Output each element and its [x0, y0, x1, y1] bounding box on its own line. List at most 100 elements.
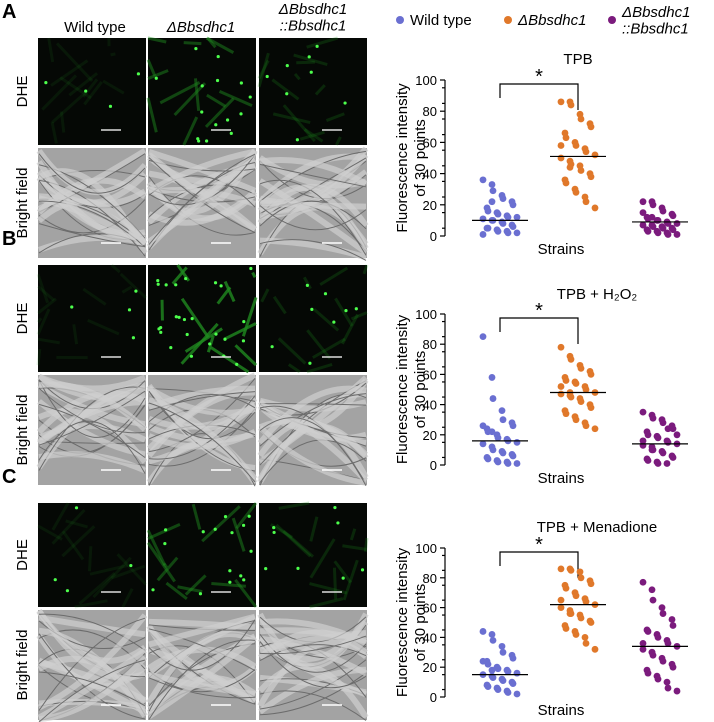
hypha-glow [50, 59, 89, 87]
hypha-glow [257, 52, 270, 88]
data-point [488, 181, 496, 188]
hypha-glow [251, 271, 257, 278]
ros-spot [213, 527, 217, 531]
data-point [479, 215, 487, 223]
hypha-glow [204, 97, 235, 128]
hypha-glow [156, 556, 179, 582]
hypha-edge [38, 390, 146, 446]
hypha-edge [259, 179, 367, 256]
hypha-glow [47, 37, 55, 63]
data-point [513, 690, 521, 698]
ros-spot [323, 292, 328, 296]
hypha [257, 184, 369, 228]
ros-spot [354, 307, 358, 311]
data-point [639, 221, 647, 229]
data-point [567, 566, 575, 574]
data-point [513, 213, 521, 221]
ros-spot [305, 283, 309, 287]
hypha [146, 183, 258, 222]
significance-bracket [499, 317, 579, 344]
data-point [494, 458, 502, 466]
hypha-glow [303, 128, 324, 143]
data-point [669, 226, 677, 234]
ros-spot [174, 315, 178, 319]
data-point [659, 419, 667, 427]
data-point [591, 204, 599, 212]
hypha-glow [55, 42, 94, 82]
hypha-edge [148, 184, 256, 218]
ros-spot [248, 95, 252, 99]
hypha-glow [82, 287, 107, 306]
data-point [639, 578, 647, 586]
row-label: Bright field [14, 395, 31, 466]
legend-label: ΔBbsdhc1::Bbsdhc1 [621, 4, 690, 38]
row-label: DHE [14, 303, 31, 335]
data-point [654, 217, 662, 224]
hypha-glow [362, 264, 369, 275]
data-point [644, 431, 652, 439]
legend-marker [504, 16, 512, 24]
hypha [36, 609, 147, 664]
data-point [504, 689, 512, 696]
hypha [37, 399, 146, 458]
data-point [504, 229, 512, 237]
hypha [259, 630, 367, 654]
fluorescence-image [148, 503, 256, 607]
hypha-glow [350, 311, 368, 321]
hypha-glow [171, 266, 188, 285]
hypha [37, 385, 146, 445]
data-point [494, 227, 502, 235]
hypha-glow [51, 502, 70, 531]
data-point [557, 604, 565, 611]
hypha-glow [74, 599, 108, 609]
hypha [258, 155, 367, 189]
hypha-glow [180, 297, 210, 339]
data-point [509, 201, 517, 209]
fluorescence-image [38, 38, 146, 145]
ros-spot [228, 569, 232, 573]
data-point [644, 669, 652, 677]
hypha-glow [59, 76, 92, 100]
y-tick-label: 40 [423, 630, 437, 645]
data-point [587, 173, 595, 181]
hypha-glow [306, 329, 332, 360]
data-point [582, 198, 590, 206]
data-point [654, 229, 662, 237]
ros-spot [131, 336, 136, 340]
data-point [591, 645, 599, 653]
hypha-glow [147, 69, 169, 80]
data-point [488, 631, 496, 638]
data-point [582, 422, 590, 430]
hypha-edge [259, 672, 367, 716]
ros-spot [164, 528, 168, 532]
data-point [489, 187, 497, 195]
data-point [513, 669, 521, 677]
hypha-edge [148, 402, 256, 483]
fluorescence-image [38, 503, 146, 607]
ros-spot [169, 346, 173, 350]
row-label: Bright field [14, 168, 31, 239]
data-point [582, 598, 590, 606]
ros-spot [84, 89, 88, 93]
chart-title: TPB + Menadione [537, 519, 658, 536]
hypha-edge [148, 153, 256, 245]
ros-spot [242, 578, 246, 582]
y-tick-label: 0 [430, 690, 437, 705]
data-point [479, 628, 487, 635]
hypha-glow [206, 37, 217, 49]
ros-spot [272, 525, 276, 530]
legend-marker [608, 16, 616, 24]
data-point [572, 416, 580, 424]
data-point [479, 231, 487, 238]
data-point [649, 201, 657, 209]
fluorescence-image [148, 38, 256, 145]
ros-spot [249, 266, 253, 271]
data-point [673, 687, 681, 695]
hypha [38, 654, 148, 722]
data-point [513, 460, 521, 467]
ros-spot [157, 327, 161, 331]
hypha [258, 402, 369, 483]
ros-spot [164, 283, 168, 287]
panel-label: C [2, 466, 16, 488]
ros-spot [360, 568, 365, 572]
